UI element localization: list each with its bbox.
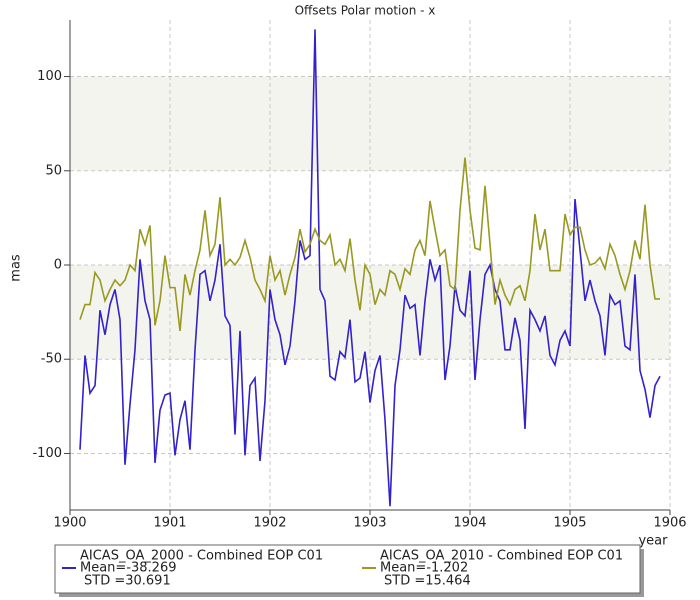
y-tick-label: -50	[41, 352, 62, 367]
y-tick-label: -100	[32, 446, 62, 461]
x-tick-label: 1904	[453, 516, 486, 531]
x-tick-label: 1900	[53, 516, 86, 531]
x-axis-label: year	[638, 534, 668, 549]
legend-label: AICAS_OA_2010 - Combined EOP C01	[380, 549, 623, 564]
y-tick-label: 0	[54, 258, 62, 273]
legend-std: STD =30.691	[84, 574, 171, 589]
chart-title: Offsets Polar motion - x	[295, 4, 436, 18]
x-tick-label: 1902	[253, 516, 286, 531]
legend-label: AICAS_OA_2000 - Combined EOP C01	[80, 549, 323, 564]
legend-mean: Mean=-38.269	[80, 561, 177, 576]
plot-area: -100 -50 0 50 100 1900 1901 1902 1903 1904 1905 190…	[32, 20, 687, 531]
series-line	[79, 29, 661, 507]
x-tick-label: 1905	[553, 516, 586, 531]
x-tick-label: 1903	[353, 516, 386, 531]
legend-mean: Mean=-1.202	[380, 561, 468, 576]
x-tick-label: 1901	[153, 516, 186, 531]
legend-std: STD =15.464	[384, 574, 471, 589]
y-tick-label: 100	[37, 69, 62, 84]
y-tick-label: 50	[45, 163, 62, 178]
y-axis-label: mas	[9, 254, 24, 282]
x-tick-label: 1906	[653, 516, 686, 531]
legend	[54, 544, 641, 594]
series-line	[79, 157, 660, 332]
